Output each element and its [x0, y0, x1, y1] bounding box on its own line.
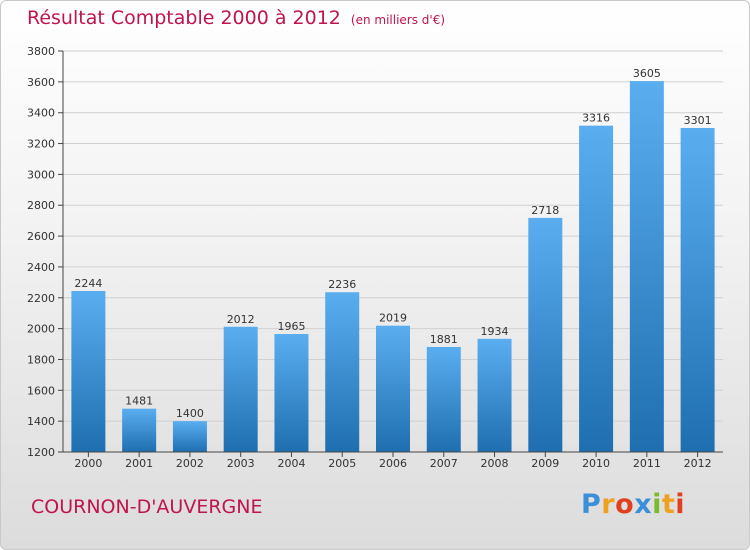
- bar-value-label: 2236: [328, 278, 356, 291]
- bar-value-label: 3605: [633, 67, 661, 80]
- y-tick-label: 3200: [27, 138, 55, 151]
- y-tick-label: 2600: [27, 230, 55, 243]
- logo-letter: P: [581, 489, 602, 520]
- bar-value-label: 3316: [582, 112, 610, 125]
- proxiti-logo: Proxiti: [581, 489, 685, 520]
- axes: 1200 1400 1600 1800 2000 2200 2400 2600 2800 3000…: [27, 45, 723, 470]
- y-tick-label: 2200: [27, 292, 55, 305]
- x-tick-label: 2004: [277, 457, 305, 470]
- chart-subtitle: (en milliers d'€): [350, 13, 446, 27]
- bar-value-label: 1965: [277, 320, 305, 333]
- x-tick-label: 2002: [176, 457, 204, 470]
- chart-title: Résultat Comptable 2000 à 2012 (en millie…: [27, 7, 445, 29]
- y-tick-label: 1200: [27, 446, 55, 459]
- bar: [426, 346, 461, 452]
- bar-value-label: 1934: [481, 325, 509, 338]
- logo-letter: x: [634, 489, 653, 520]
- bar: [274, 334, 309, 452]
- x-tick-label: 2008: [481, 457, 509, 470]
- bar: [477, 338, 512, 452]
- logo-letter: r: [601, 489, 616, 520]
- bar-value-label: 2244: [74, 277, 102, 290]
- commune-name: COURNON-D'AUVERGNE: [31, 496, 263, 518]
- bar-value-label: 1400: [176, 407, 204, 420]
- x-tick-label: 2001: [125, 457, 153, 470]
- bar-value-label: 2019: [379, 312, 407, 325]
- logo-letter: o: [615, 489, 635, 520]
- bar: [71, 290, 106, 452]
- bar: [325, 292, 360, 452]
- x-tick-label: 2011: [633, 457, 661, 470]
- bar: [528, 217, 563, 452]
- bar-value-label: 2718: [531, 204, 559, 217]
- bar-value-label: 1881: [430, 333, 458, 346]
- y-tick-label: 3000: [27, 168, 55, 181]
- y-tick-label: 1800: [27, 353, 55, 366]
- x-tick-label: 2009: [531, 457, 559, 470]
- x-tick-label: 2000: [74, 457, 102, 470]
- x-tick-label: 2012: [684, 457, 712, 470]
- bars: 2244 1481 1400 2012 1965 2236 2019 1881 1934 2718…: [71, 67, 715, 452]
- y-tick-label: 2000: [27, 323, 55, 336]
- logo-letter: t: [661, 489, 676, 520]
- bar: [172, 421, 207, 452]
- chart-title-text: Résultat Comptable 2000 à 2012: [27, 7, 341, 29]
- y-tick-label: 1600: [27, 384, 55, 397]
- y-tick-label: 3800: [27, 45, 55, 58]
- bar-value-label: 1481: [125, 395, 153, 408]
- x-tick-label: 2005: [328, 457, 356, 470]
- y-tick-label: 2400: [27, 261, 55, 274]
- bar-value-label: 2012: [227, 313, 255, 326]
- x-tick-label: 2007: [430, 457, 458, 470]
- bar: [223, 326, 258, 452]
- bar: [376, 325, 410, 452]
- x-tick-label: 2003: [227, 457, 255, 470]
- y-tick-label: 2800: [27, 199, 55, 212]
- y-tick-label: 3600: [27, 76, 55, 89]
- bar: [629, 81, 664, 452]
- y-tick-label: 1400: [27, 415, 55, 428]
- bar: [579, 125, 614, 452]
- bar: [122, 408, 157, 452]
- logo-letter: i: [675, 489, 686, 520]
- bar-value-label: 3301: [684, 114, 712, 127]
- x-tick-label: 2010: [582, 457, 610, 470]
- bar: [680, 127, 715, 452]
- logo-letter: i: [652, 489, 662, 520]
- y-tick-label: 3400: [27, 107, 55, 120]
- x-tick-label: 2006: [379, 457, 407, 470]
